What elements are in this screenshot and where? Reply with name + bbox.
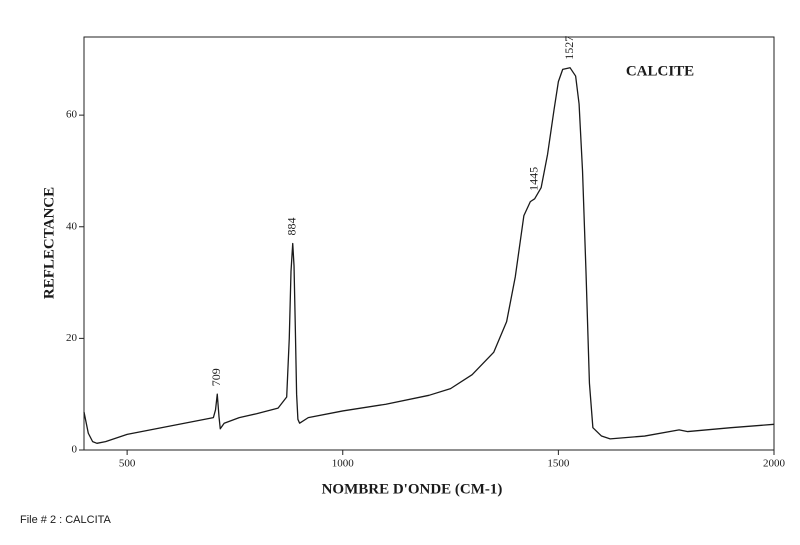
peak-label: 1527 — [562, 36, 576, 60]
y-axis-label: REFLECTANCE — [41, 187, 57, 299]
x-tick-label: 1000 — [332, 458, 355, 470]
x-axis-label: NOMBRE D'ONDE (CM-1) — [322, 481, 503, 497]
y-tick-label: 20 — [66, 332, 78, 344]
peak-label: 1445 — [526, 167, 540, 191]
y-tick-label: 40 — [66, 220, 78, 232]
x-tick-label: 500 — [119, 458, 136, 470]
peak-label: 884 — [284, 218, 298, 236]
peak-label: 709 — [209, 368, 223, 386]
x-tick-label: 1500 — [547, 458, 570, 470]
y-tick-label: 60 — [66, 109, 78, 121]
footer: File # 2 : CALCITA — [20, 514, 112, 526]
plot-frame — [83, 36, 775, 451]
y-tick-label: 0 — [72, 444, 78, 456]
spectrum-line — [83, 67, 775, 444]
x-tick-label: 2000 — [763, 458, 786, 470]
legend-label: CALCITE — [626, 63, 694, 79]
